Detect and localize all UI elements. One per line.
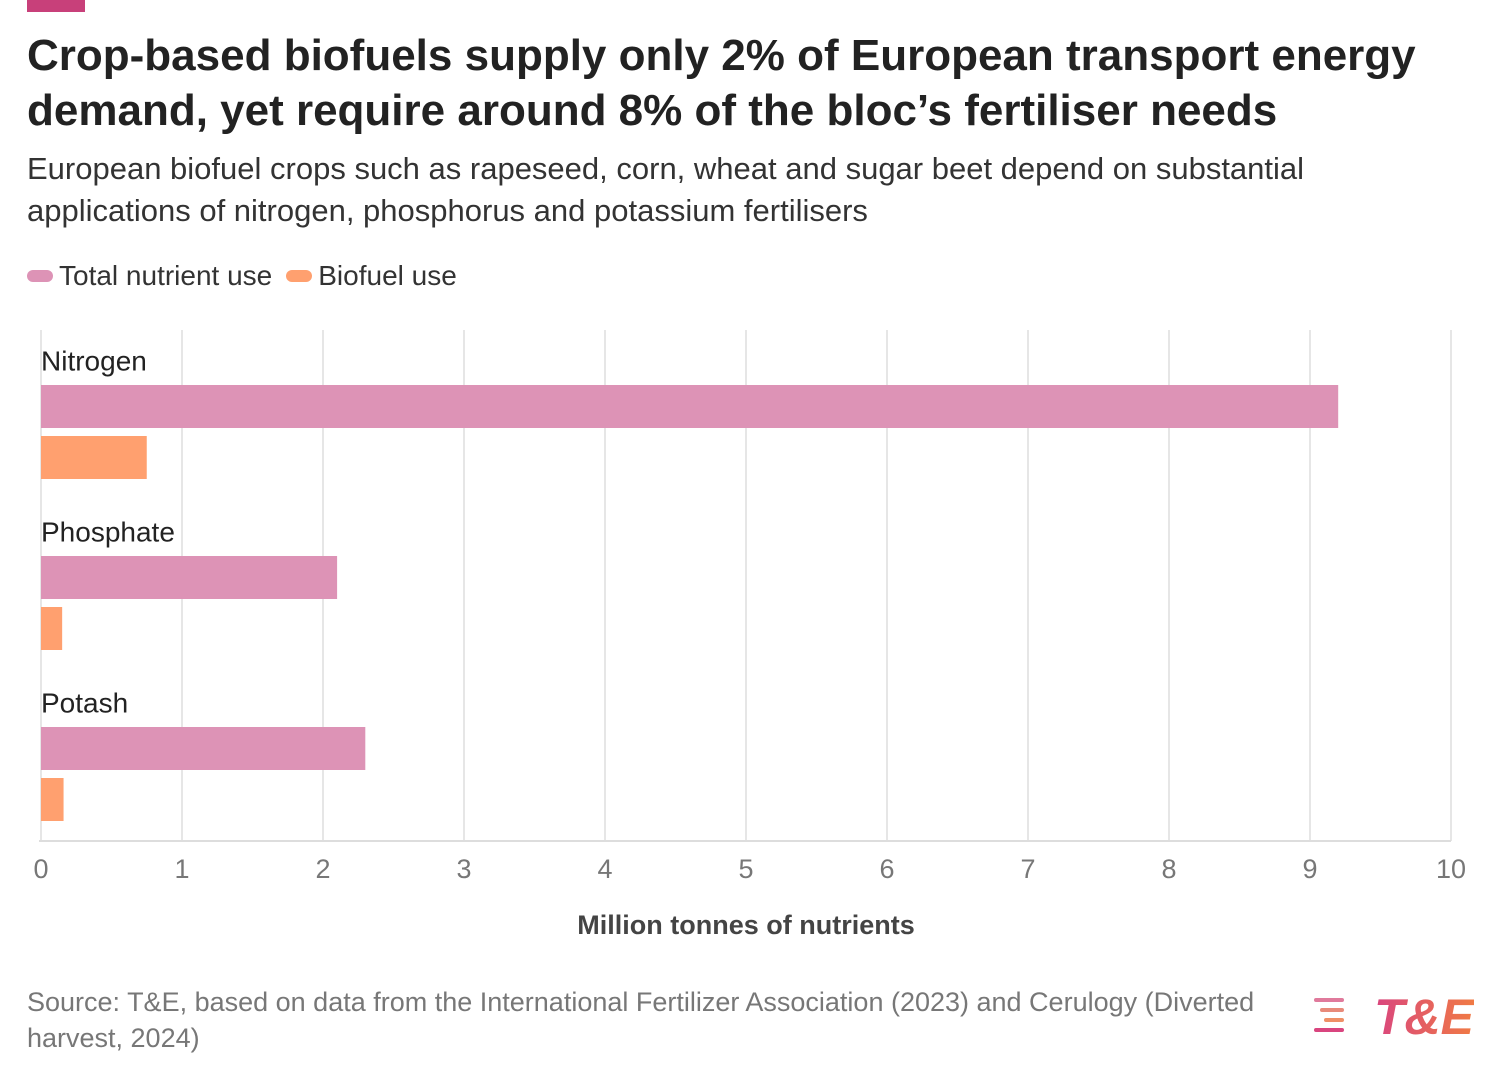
bar	[41, 385, 1339, 428]
bar	[41, 436, 147, 479]
category-label: Potash	[41, 687, 128, 718]
legend-item: Biofuel use	[286, 260, 457, 292]
chart: 0 1 2 3 4 5 6 7 8 9 10 Million tonnes of nutrients N…	[33, 330, 1466, 940]
chart-title: Crop-based biofuels supply only 2% of Eu…	[27, 31, 1416, 135]
x-tick-label: 0	[33, 854, 48, 884]
x-tick-label: 7	[1020, 854, 1035, 884]
chart-subtitle: European biofuel crops such as rapeseed,…	[27, 151, 1305, 228]
x-tick-label: 2	[315, 854, 330, 884]
accent-bar	[27, 0, 85, 12]
bar	[41, 778, 64, 821]
logo: T&E	[1374, 989, 1474, 1045]
x-tick-label: 5	[738, 854, 753, 884]
x-tick-label: 10	[1436, 854, 1466, 884]
legend-swatch	[27, 270, 53, 282]
legend: Total nutrient use Biofuel use	[27, 260, 457, 292]
x-tick-label: 4	[597, 854, 612, 884]
x-axis-title: Million tonnes of nutrients	[577, 910, 914, 940]
x-tick-label: 6	[879, 854, 894, 884]
bar	[41, 607, 63, 650]
x-tick-label: 9	[1302, 854, 1317, 884]
x-tick-label: 8	[1161, 854, 1176, 884]
category-label: Phosphate	[41, 516, 175, 547]
source-note: Source: T&E, based on data from the Inte…	[27, 987, 1255, 1053]
legend-swatch	[286, 270, 313, 282]
logo-icon	[1314, 998, 1344, 1032]
bar	[41, 727, 366, 770]
category-label: Nitrogen	[41, 345, 147, 376]
x-tick-label: 3	[456, 854, 471, 884]
x-tick-label: 1	[174, 854, 189, 884]
bar	[41, 556, 338, 599]
legend-label: Total nutrient use	[59, 260, 273, 291]
legend-label: Biofuel use	[318, 260, 457, 291]
legend-item: Total nutrient use	[27, 260, 272, 292]
